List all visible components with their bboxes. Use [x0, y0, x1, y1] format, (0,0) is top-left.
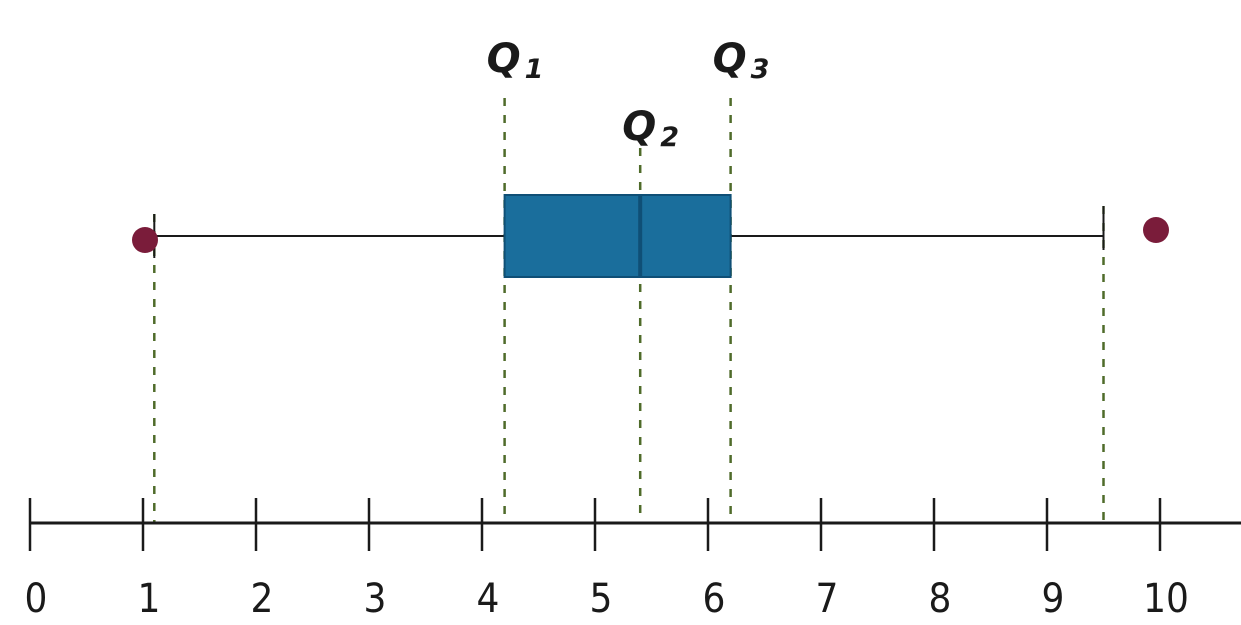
number-line-axis: 0 1 2 3 4 5 6 7 8 9 10	[25, 498, 1241, 622]
quartile-subscript: 2	[660, 122, 679, 153]
tick-label: 7	[816, 576, 839, 622]
quartile-subscript: 3	[751, 54, 770, 85]
outlier-point	[1143, 217, 1169, 243]
guide-lines	[153, 98, 1105, 523]
tick-label: 1	[138, 576, 161, 622]
tick-label: 10	[1143, 576, 1189, 622]
tick-label: 0	[25, 576, 48, 622]
tick-label: 2	[251, 576, 274, 622]
interquartile-box	[503, 194, 732, 278]
quartile-labels: Q 1Q 2Q 3	[487, 36, 770, 153]
tick-label: 6	[703, 576, 726, 622]
tick-label: 8	[929, 576, 952, 622]
quartile-letter: Q	[487, 36, 521, 82]
outlier-point	[132, 227, 158, 253]
tick-label: 5	[590, 576, 613, 622]
box	[503, 194, 732, 278]
quartile-letter: Q	[622, 104, 656, 150]
tick-label: 9	[1042, 576, 1065, 622]
outliers	[132, 217, 1169, 253]
tick-label: 3	[364, 576, 387, 622]
tick-label: 4	[477, 576, 500, 622]
quartile-letter: Q	[713, 36, 747, 82]
quartile-subscript: 1	[525, 54, 544, 85]
